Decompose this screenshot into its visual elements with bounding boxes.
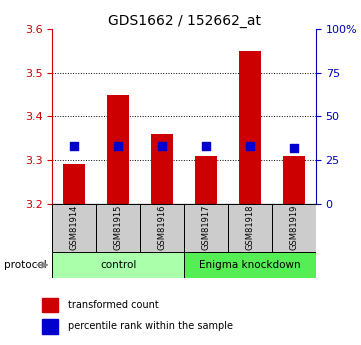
Bar <box>107 95 129 204</box>
Bar <box>43 319 58 334</box>
Point <box>159 143 165 149</box>
Point <box>203 143 209 149</box>
Bar <box>63 164 85 204</box>
Text: GSM81919: GSM81919 <box>290 205 299 250</box>
Bar <box>43 298 58 312</box>
Text: protocol: protocol <box>4 260 46 270</box>
Bar <box>272 204 316 252</box>
Point <box>291 145 297 150</box>
Bar <box>239 51 261 204</box>
Bar <box>228 204 272 252</box>
Text: GSM81914: GSM81914 <box>70 205 79 250</box>
Bar <box>96 204 140 252</box>
Point <box>71 143 77 149</box>
Bar <box>140 204 184 252</box>
Text: transformed count: transformed count <box>68 300 158 310</box>
Bar <box>184 204 228 252</box>
Bar <box>151 134 173 204</box>
Text: GSM81915: GSM81915 <box>114 205 123 250</box>
Text: percentile rank within the sample: percentile rank within the sample <box>68 322 233 332</box>
Bar <box>52 204 96 252</box>
Text: GSM81918: GSM81918 <box>245 205 255 250</box>
Point <box>247 143 253 149</box>
Bar <box>52 252 184 278</box>
Bar <box>283 156 305 204</box>
Text: control: control <box>100 260 136 270</box>
Text: GSM81917: GSM81917 <box>201 205 210 250</box>
Point <box>115 143 121 149</box>
Bar <box>184 252 316 278</box>
Text: GSM81916: GSM81916 <box>158 205 167 250</box>
Text: Enigma knockdown: Enigma knockdown <box>199 260 301 270</box>
Title: GDS1662 / 152662_at: GDS1662 / 152662_at <box>108 14 261 28</box>
Bar <box>195 156 217 204</box>
